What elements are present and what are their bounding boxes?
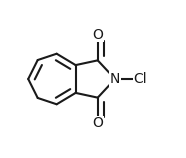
Text: O: O	[92, 116, 103, 130]
Text: N: N	[110, 72, 120, 86]
Text: Cl: Cl	[134, 72, 147, 86]
Text: O: O	[92, 28, 103, 42]
